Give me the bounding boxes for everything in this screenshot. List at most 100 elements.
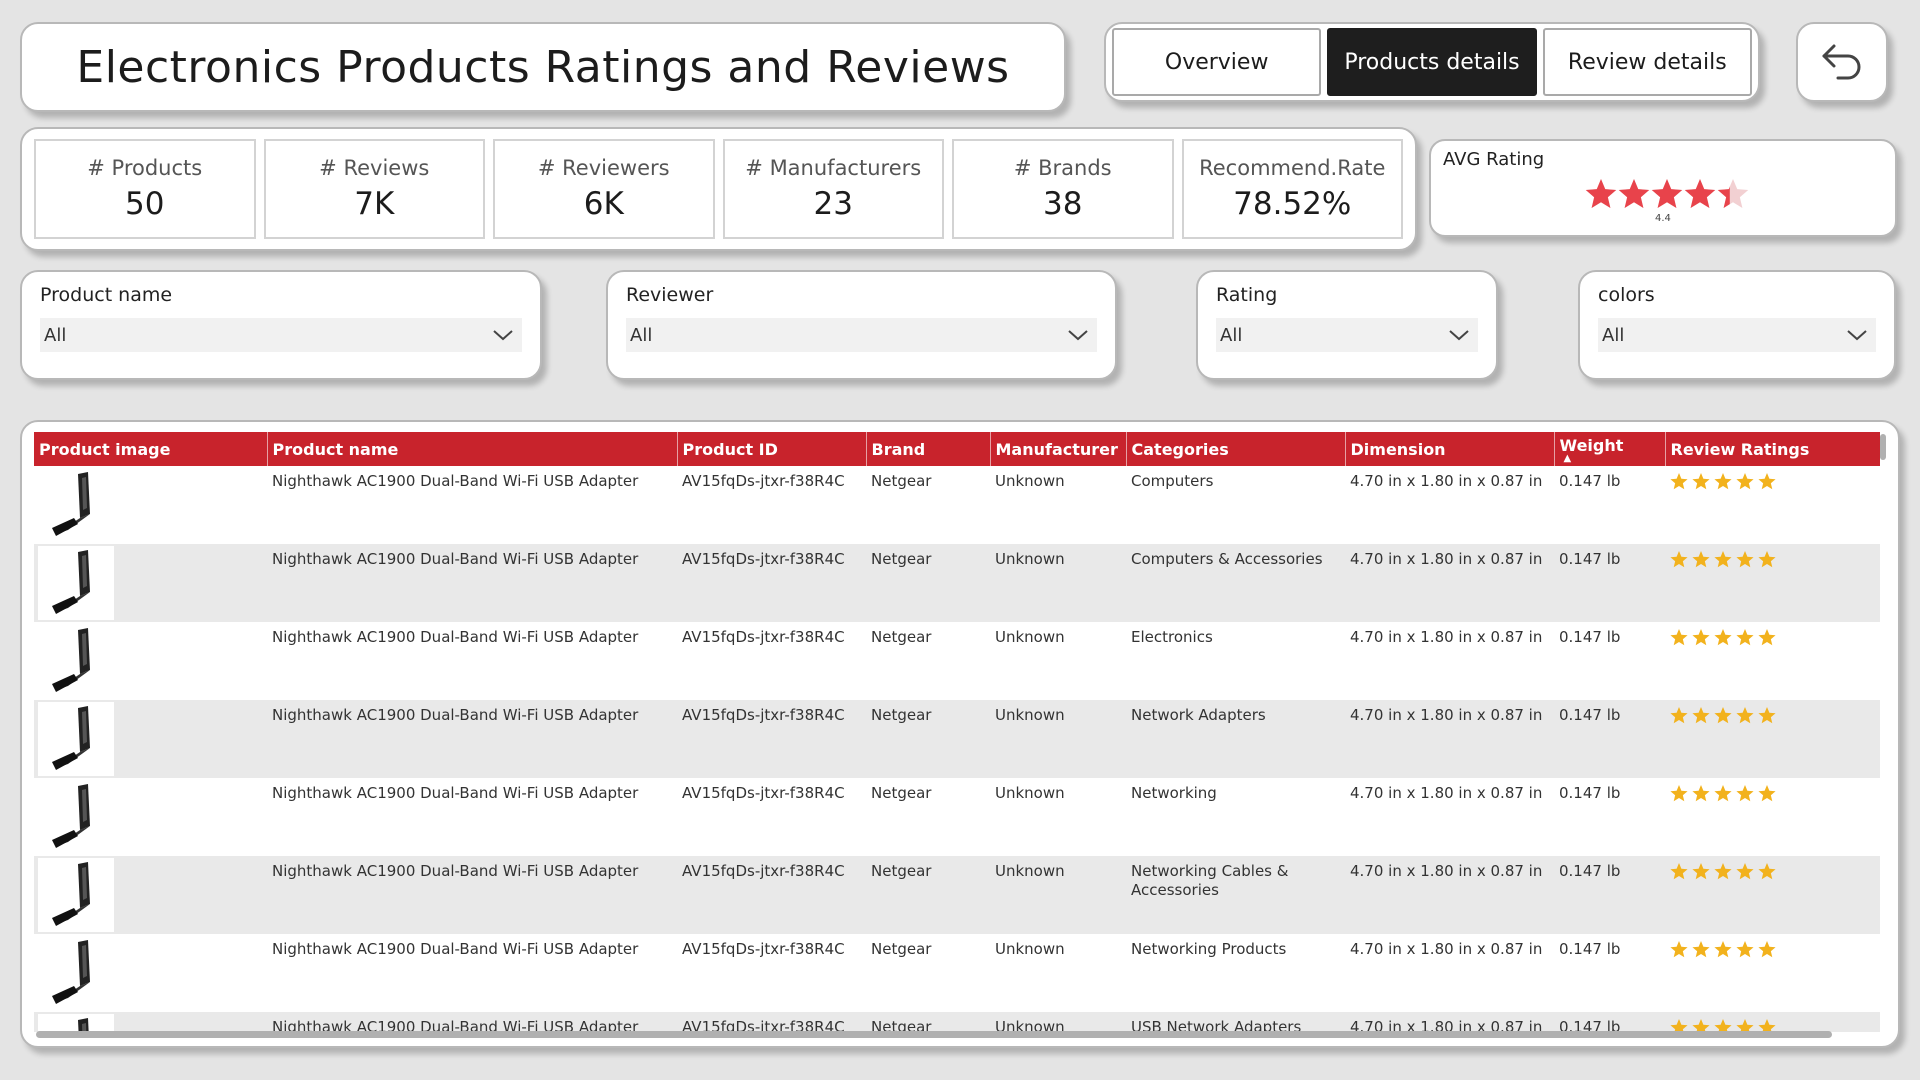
star-icon xyxy=(1670,707,1688,724)
product-image xyxy=(34,856,267,934)
dimension-cell: 4.70 in x 1.80 in x 0.87 in xyxy=(1345,778,1554,856)
star-icon xyxy=(1692,551,1710,568)
star-icon xyxy=(1670,629,1688,646)
horizontal-scrollbar[interactable] xyxy=(36,1031,1832,1038)
table-row[interactable]: Nighthawk AC1900 Dual-Band Wi-Fi USB Ada… xyxy=(34,934,1880,1012)
review-rating-cell xyxy=(1665,466,1880,544)
table-row[interactable]: Nighthawk AC1900 Dual-Band Wi-Fi USB Ada… xyxy=(34,700,1880,778)
rating-stars xyxy=(1670,941,1776,958)
product-image xyxy=(34,544,267,622)
product-id-cell: AV15fqDs-jtxr-f38R4C xyxy=(677,778,866,856)
kpi-panel: # Products 50 # Reviews 7K # Reviewers 6… xyxy=(20,127,1417,251)
star-icon xyxy=(1670,551,1688,568)
manufacturer-cell: Unknown xyxy=(990,466,1126,544)
category-cell: Networking Products xyxy=(1126,934,1345,1012)
column-header-categories[interactable]: Categories xyxy=(1126,432,1346,466)
usb-adapter-image xyxy=(38,546,114,620)
table-row[interactable]: Nighthawk AC1900 Dual-Band Wi-Fi USB Ada… xyxy=(34,778,1880,856)
column-header-product-image[interactable]: Product image xyxy=(34,432,268,466)
column-header-dimension[interactable]: Dimension xyxy=(1345,432,1555,466)
weight-cell: 0.147 lb xyxy=(1554,466,1665,544)
tab-review-details[interactable]: Review details xyxy=(1542,28,1752,96)
reviewer-dropdown[interactable]: All xyxy=(626,318,1097,352)
product-name-slicer: Product name All xyxy=(20,270,542,380)
rating-dropdown[interactable]: All xyxy=(1216,318,1478,352)
kpi-label: # Brands xyxy=(1013,156,1112,180)
product-name-cell: Nighthawk AC1900 Dual-Band Wi-Fi USB Ada… xyxy=(267,856,677,934)
usb-adapter-image xyxy=(38,1014,114,1032)
star-icon xyxy=(1692,473,1710,490)
kpi-recommend-rate: Recommend.Rate 78.52% xyxy=(1181,139,1403,239)
star-icon xyxy=(1692,1019,1710,1032)
kpi-brands: # Brands 38 xyxy=(952,139,1174,239)
brand-cell: Netgear xyxy=(866,622,990,700)
kpi-value: 23 xyxy=(813,186,853,222)
manufacturer-cell: Unknown xyxy=(990,700,1126,778)
star-icon xyxy=(1758,785,1776,802)
rating-slicer: Rating All xyxy=(1196,270,1498,380)
weight-cell: 0.147 lb xyxy=(1554,544,1665,622)
review-rating-cell xyxy=(1665,778,1880,856)
product-name-cell: Nighthawk AC1900 Dual-Band Wi-Fi USB Ada… xyxy=(267,700,677,778)
tab-products-details[interactable]: Products details xyxy=(1327,28,1537,96)
star-icon xyxy=(1758,1019,1776,1032)
review-rating-cell xyxy=(1665,544,1880,622)
product-id-cell: AV15fqDs-jtxr-f38R4C xyxy=(677,466,866,544)
avg-rating-card: AVG Rating 4.4 xyxy=(1429,139,1897,237)
table-body: Nighthawk AC1900 Dual-Band Wi-Fi USB Ada… xyxy=(34,466,1880,1032)
category-cell: Computers & Accessories xyxy=(1126,544,1345,622)
star-icon xyxy=(1758,473,1776,490)
star-icon xyxy=(1736,629,1754,646)
star-icon xyxy=(1714,941,1732,958)
table-header-row: Product image Product name Product ID Br… xyxy=(34,432,1880,466)
column-header-product-name[interactable]: Product name xyxy=(267,432,678,466)
table-row[interactable]: Nighthawk AC1900 Dual-Band Wi-Fi USB Ada… xyxy=(34,856,1880,934)
page-title: Electronics Products Ratings and Reviews xyxy=(76,41,1010,93)
review-rating-cell xyxy=(1665,700,1880,778)
product-id-cell: AV15fqDs-jtxr-f38R4C xyxy=(677,700,866,778)
dropdown-value: All xyxy=(1220,324,1243,346)
rating-stars xyxy=(1670,1019,1776,1032)
category-cell: Networking Cables & Accessories xyxy=(1126,856,1345,934)
page-navigation: Overview Products details Review details xyxy=(1104,22,1760,102)
column-header-review-ratings[interactable]: Review Ratings xyxy=(1665,432,1880,466)
star-icon xyxy=(1692,863,1710,880)
product-name-cell: Nighthawk AC1900 Dual-Band Wi-Fi USB Ada… xyxy=(267,622,677,700)
products-table: Product image Product name Product ID Br… xyxy=(34,432,1880,1032)
star-icon xyxy=(1717,186,1730,208)
kpi-value: 50 xyxy=(125,186,165,222)
products-table-scroll[interactable]: Product image Product name Product ID Br… xyxy=(34,432,1880,1032)
usb-adapter-image xyxy=(38,624,114,698)
chevron-down-icon xyxy=(1847,330,1867,341)
sort-ascending-icon: ▲ xyxy=(1563,452,1572,464)
table-row[interactable]: Nighthawk AC1900 Dual-Band Wi-Fi USB Ada… xyxy=(34,622,1880,700)
back-button[interactable] xyxy=(1796,22,1888,102)
table-row[interactable]: Nighthawk AC1900 Dual-Band Wi-Fi USB Ada… xyxy=(34,466,1880,544)
star-icon xyxy=(1670,863,1688,880)
product-name-cell: Nighthawk AC1900 Dual-Band Wi-Fi USB Ada… xyxy=(267,544,677,622)
colors-dropdown[interactable]: All xyxy=(1598,318,1876,352)
brand-cell: Netgear xyxy=(866,856,990,934)
column-header-product-id[interactable]: Product ID xyxy=(677,432,867,466)
category-cell: USB Network Adapters xyxy=(1126,1012,1345,1032)
column-header-weight-label: Weight xyxy=(1559,435,1624,455)
star-icon xyxy=(1684,179,1716,208)
star-icon xyxy=(1651,179,1683,208)
column-header-brand[interactable]: Brand xyxy=(866,432,991,466)
rating-stars xyxy=(1670,629,1776,646)
column-header-manufacturer[interactable]: Manufacturer xyxy=(990,432,1127,466)
star-icon xyxy=(1714,863,1732,880)
table-row[interactable]: Nighthawk AC1900 Dual-Band Wi-Fi USB Ada… xyxy=(34,1012,1880,1032)
vertical-scrollbar[interactable] xyxy=(1880,434,1886,460)
review-rating-cell xyxy=(1665,934,1880,1012)
kpi-value: 38 xyxy=(1043,186,1083,222)
product-name-dropdown[interactable]: All xyxy=(40,318,522,352)
table-row[interactable]: Nighthawk AC1900 Dual-Band Wi-Fi USB Ada… xyxy=(34,544,1880,622)
slicer-label: Product name xyxy=(40,284,173,306)
tab-overview[interactable]: Overview xyxy=(1112,28,1322,96)
column-header-weight[interactable]: Weight ▲ xyxy=(1554,432,1666,466)
rating-stars xyxy=(1670,551,1776,568)
dimension-cell: 4.70 in x 1.80 in x 0.87 in xyxy=(1345,466,1554,544)
dropdown-value: All xyxy=(630,324,653,346)
products-table-card: Product image Product name Product ID Br… xyxy=(20,420,1900,1048)
